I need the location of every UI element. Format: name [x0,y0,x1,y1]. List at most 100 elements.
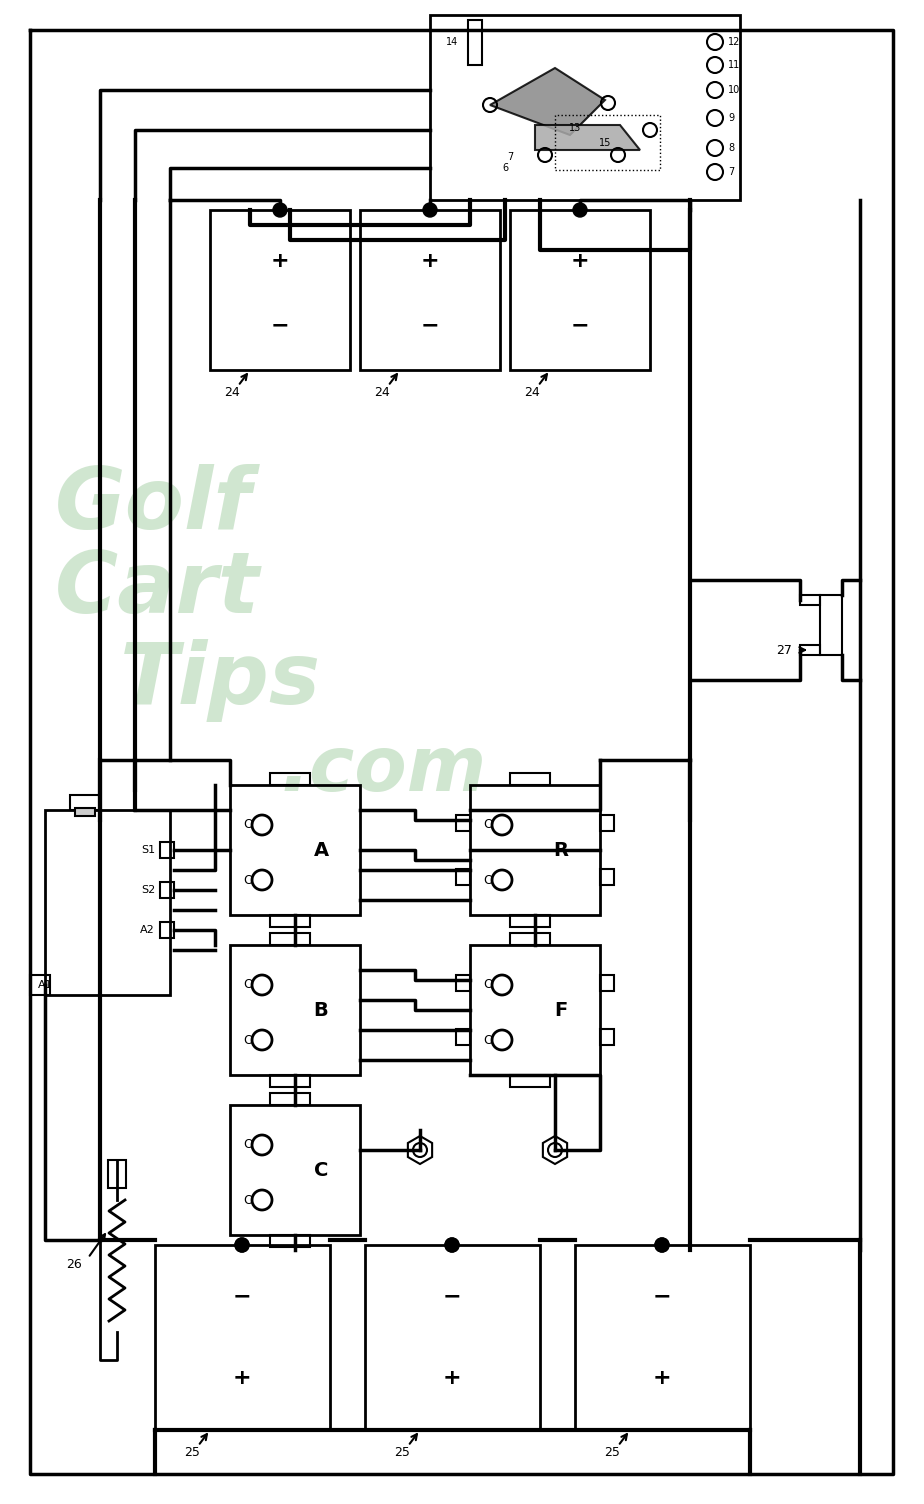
Text: O: O [243,1194,253,1206]
Text: −: − [652,1287,672,1307]
Text: Cart: Cart [55,549,260,632]
Bar [510,773,550,785]
Text: A2: A2 [140,925,155,935]
Text: A: A [313,841,329,859]
Circle shape [235,1238,249,1251]
Circle shape [423,203,437,217]
Bar [555,114,660,170]
Bar [75,808,95,817]
Circle shape [445,1238,459,1251]
Bar [270,1075,310,1087]
Bar [230,785,360,914]
Text: O: O [483,1033,492,1047]
Bar [360,211,500,370]
Text: B: B [313,1000,328,1020]
Bar [270,1093,310,1105]
Text: 13: 13 [569,123,581,132]
Text: 7: 7 [728,167,735,177]
Text: +: + [571,251,590,271]
Bar [160,922,174,938]
Text: O: O [243,818,253,832]
Bar [108,1160,126,1188]
Text: R: R [553,841,568,859]
Text: −: − [443,1287,461,1307]
Text: −: − [233,1287,251,1307]
Text: C: C [314,1161,328,1179]
Text: +: + [652,1369,672,1388]
Text: S2: S2 [140,884,155,895]
Text: 24: 24 [374,385,390,399]
Bar [600,975,614,991]
Text: 25: 25 [184,1445,200,1459]
Circle shape [273,203,287,217]
Text: Golf: Golf [55,463,252,546]
Bar [456,815,470,832]
Text: 25: 25 [604,1445,620,1459]
Bar [456,975,470,991]
Bar [600,869,614,884]
Text: 27: 27 [776,644,792,657]
Circle shape [445,1238,459,1251]
Text: 24: 24 [225,385,240,399]
Bar [160,881,174,898]
Text: Tips: Tips [120,639,322,722]
Bar [155,1245,330,1430]
Bar [600,1029,614,1045]
Polygon shape [490,68,605,135]
Bar [270,932,310,945]
Text: +: + [443,1369,461,1388]
Bar [510,914,550,926]
Text: 26: 26 [67,1259,82,1271]
Text: 8: 8 [728,143,735,153]
Bar [600,815,614,832]
Bar [510,1075,550,1087]
Text: 15: 15 [599,138,611,147]
Text: .com: .com [280,732,486,808]
Text: 6: 6 [502,162,508,173]
Text: +: + [233,1369,251,1388]
Circle shape [235,1238,249,1251]
Text: F: F [554,1000,567,1020]
Text: A1: A1 [38,981,53,990]
Bar [30,975,50,996]
Bar [430,15,740,200]
Bar [470,945,600,1075]
Text: O: O [243,1033,253,1047]
Bar [820,596,842,656]
Bar [70,796,100,811]
Text: 11: 11 [728,60,740,71]
Bar [468,20,482,65]
Polygon shape [535,125,640,150]
Text: −: − [571,316,590,335]
Text: O: O [243,874,253,886]
Bar [575,1245,750,1430]
Text: 14: 14 [445,38,458,47]
Bar [365,1245,540,1430]
Bar [230,1105,360,1235]
Text: +: + [420,251,439,271]
Bar [270,1235,310,1247]
Bar [270,773,310,785]
Bar [510,932,550,945]
Bar [800,645,820,656]
Circle shape [573,203,587,217]
Text: 7: 7 [507,152,513,162]
Bar [456,1029,470,1045]
Text: −: − [271,316,289,335]
Text: O: O [243,979,253,991]
Text: S1: S1 [140,845,155,854]
Text: O: O [243,1139,253,1152]
Text: 24: 24 [524,385,540,399]
Bar [45,811,170,996]
Circle shape [655,1238,669,1251]
Bar [470,785,600,914]
Text: O: O [483,979,492,991]
Bar [210,211,350,370]
Text: O: O [483,818,492,832]
Text: 25: 25 [394,1445,410,1459]
Text: 10: 10 [728,86,740,95]
Bar [510,211,650,370]
Bar [456,869,470,884]
Bar [800,596,820,605]
Text: −: − [420,316,439,335]
